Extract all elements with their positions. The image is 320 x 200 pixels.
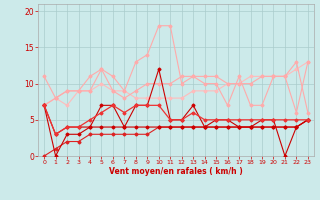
X-axis label: Vent moyen/en rafales ( km/h ): Vent moyen/en rafales ( km/h ) (109, 167, 243, 176)
